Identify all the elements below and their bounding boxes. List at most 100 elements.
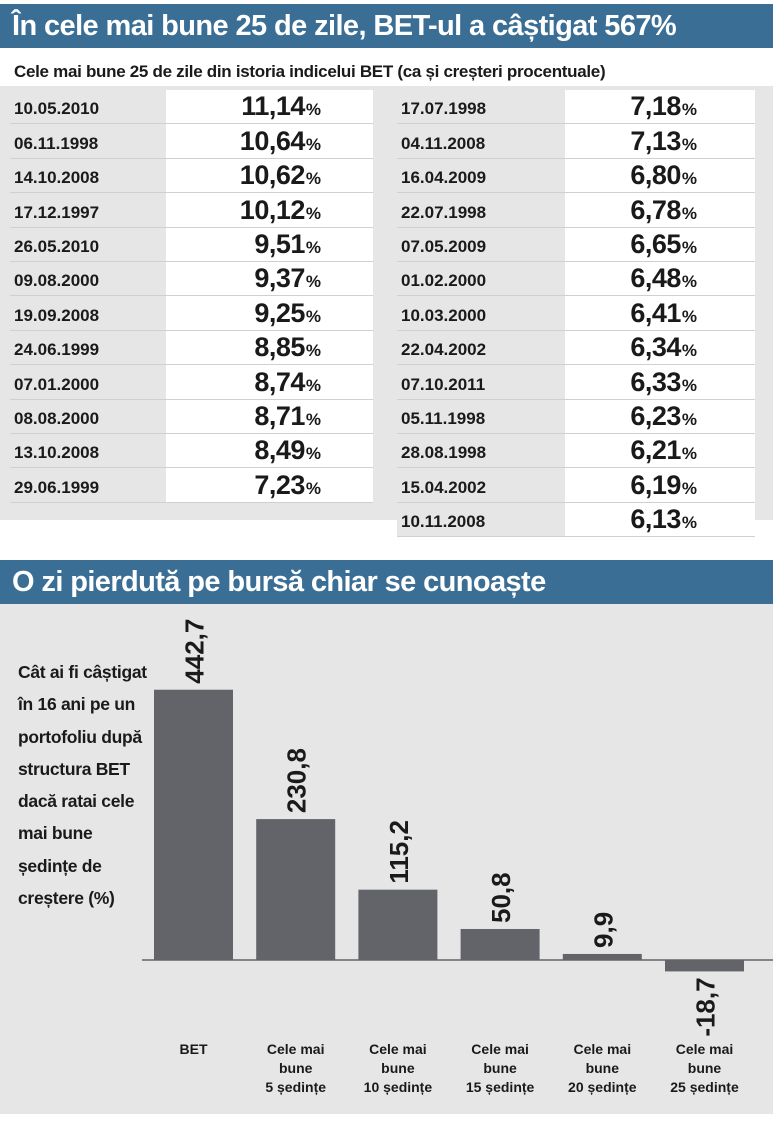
percent-sign: % xyxy=(305,203,321,223)
row-value-cell: 8,74% xyxy=(166,365,373,399)
table-row: 16.04.2009 6,80% xyxy=(397,158,755,194)
table-row: 17.07.1998 7,18% xyxy=(397,90,755,125)
row-value-cell: 6,19% xyxy=(565,468,755,502)
row-date: 17.12.1997 xyxy=(10,193,166,227)
table-row: 06.11.1998 10,64% xyxy=(10,124,373,159)
percent-sign: % xyxy=(305,169,321,189)
table-row: 22.04.2002 6,34% xyxy=(397,330,755,366)
row-date: 19.09.2008 xyxy=(10,296,166,330)
percent-sign: % xyxy=(305,272,321,292)
row-value: 8,71 xyxy=(254,400,305,431)
row-value-cell: 7,23% xyxy=(166,468,373,502)
row-date: 06.11.1998 xyxy=(10,124,166,158)
table-banner-title: În cele mai bune 25 de zile, BET-ul a câ… xyxy=(0,4,773,48)
category-label: bune xyxy=(279,1060,313,1076)
table-row: 07.10.2011 6,33% xyxy=(397,365,755,400)
row-value: 11,14 xyxy=(241,91,305,122)
bar xyxy=(665,960,744,972)
row-value: 6,34 xyxy=(630,332,681,363)
table-row: 17.12.1997 10,12% xyxy=(10,193,373,228)
row-value: 6,78 xyxy=(630,194,681,225)
table-row: 19.09.2008 9,25% xyxy=(10,296,373,331)
table-row: 07.05.2009 6,65% xyxy=(397,227,755,262)
table-row: 10.05.2010 11,14% xyxy=(10,90,373,125)
row-value-cell: 10,64% xyxy=(166,124,373,158)
row-value: 6,65 xyxy=(630,228,681,259)
row-date: 07.10.2011 xyxy=(397,365,565,399)
data-label: 50,8 xyxy=(486,872,516,923)
category-label: 20 ședințe xyxy=(568,1079,637,1095)
table-row: 22.07.1998 6,78% xyxy=(397,193,755,228)
row-date: 22.04.2002 xyxy=(397,330,565,365)
row-value: 10,12 xyxy=(239,194,306,225)
table-row: 01.02.2000 6,48% xyxy=(397,261,755,297)
row-date: 05.11.1998 xyxy=(397,399,565,433)
row-value-cell: 6,41% xyxy=(565,296,755,330)
row-value: 6,23 xyxy=(630,400,681,431)
category-label: bune xyxy=(381,1060,415,1076)
row-date: 26.05.2010 xyxy=(10,227,166,261)
bar xyxy=(154,689,233,960)
row-value: 8,49 xyxy=(254,435,305,466)
table-row: 07.01.2000 8,74% xyxy=(10,365,373,400)
row-value: 9,51 xyxy=(254,228,305,259)
percent-sign: % xyxy=(681,100,697,120)
row-value-cell: 11,14% xyxy=(166,90,373,124)
row-value-cell: 6,21% xyxy=(565,433,755,468)
percent-sign: % xyxy=(681,513,697,533)
category-label: 5 ședințe xyxy=(265,1079,326,1095)
table-row: 29.06.1999 7,23% xyxy=(10,468,373,503)
row-value: 10,64 xyxy=(239,125,306,156)
row-date: 10.11.2008 xyxy=(397,502,565,537)
row-date: 24.06.1999 xyxy=(10,330,166,365)
row-value: 8,74 xyxy=(254,366,305,397)
right-column: 17.07.1998 7,18% 04.11.2008 7,13% 16.04.2009… xyxy=(397,90,755,538)
category-label: bune xyxy=(688,1060,722,1076)
percent-sign: % xyxy=(681,272,697,292)
percent-sign: % xyxy=(681,444,697,464)
row-value-cell: 6,34% xyxy=(565,330,755,365)
row-value: 9,37 xyxy=(254,263,305,294)
row-value: 6,48 xyxy=(630,263,681,294)
category-label: Cele mai xyxy=(471,1041,529,1057)
category-label: Cele mai xyxy=(267,1041,325,1057)
left-column: 10.05.2010 11,14% 06.11.1998 10,64% 14.10.20… xyxy=(10,90,373,503)
data-label: 442,7 xyxy=(180,619,210,684)
row-date: 22.07.1998 xyxy=(397,193,565,227)
table-row: 10.11.2008 6,13% xyxy=(397,502,755,538)
table-row: 15.04.2002 6,19% xyxy=(397,468,755,503)
row-value: 7,13 xyxy=(630,125,681,156)
row-date: 10.03.2000 xyxy=(397,296,565,330)
row-value-cell: 9,37% xyxy=(166,261,373,296)
percent-sign: % xyxy=(305,375,321,395)
percent-sign: % xyxy=(305,134,321,154)
row-date: 14.10.2008 xyxy=(10,158,166,193)
category-label: BET xyxy=(180,1041,208,1057)
table-row: 05.11.1998 6,23% xyxy=(397,399,755,434)
row-date: 07.01.2000 xyxy=(10,365,166,399)
row-value-cell: 9,51% xyxy=(166,227,373,261)
row-value-cell: 6,33% xyxy=(565,365,755,399)
table-row: 14.10.2008 10,62% xyxy=(10,158,373,194)
row-value-cell: 7,18% xyxy=(565,90,755,124)
row-value: 6,19 xyxy=(630,469,681,500)
row-value-cell: 8,85% xyxy=(166,330,373,365)
percent-sign: % xyxy=(681,306,697,326)
percent-sign: % xyxy=(681,134,697,154)
table-subtitle: Cele mai bune 25 de zile din istoria ind… xyxy=(14,62,606,81)
row-value-cell: 6,65% xyxy=(565,227,755,261)
data-label: 9,9 xyxy=(588,912,618,948)
table-row: 28.08.1998 6,21% xyxy=(397,433,755,469)
data-label: 115,2 xyxy=(384,820,414,884)
row-value-cell: 7,13% xyxy=(565,124,755,158)
data-label: 230,8 xyxy=(282,748,312,813)
row-date: 10.05.2010 xyxy=(10,90,166,124)
row-value: 6,33 xyxy=(630,366,681,397)
chart-note: Cât ai fi câștigat în 16 ani pe un porto… xyxy=(18,662,147,909)
table-row: 26.05.2010 9,51% xyxy=(10,227,373,262)
percent-sign: % xyxy=(681,203,697,223)
row-date: 08.08.2000 xyxy=(10,399,166,433)
percent-sign: % xyxy=(305,306,321,326)
percent-sign: % xyxy=(681,237,697,257)
table-row: 09.08.2000 9,37% xyxy=(10,261,373,297)
